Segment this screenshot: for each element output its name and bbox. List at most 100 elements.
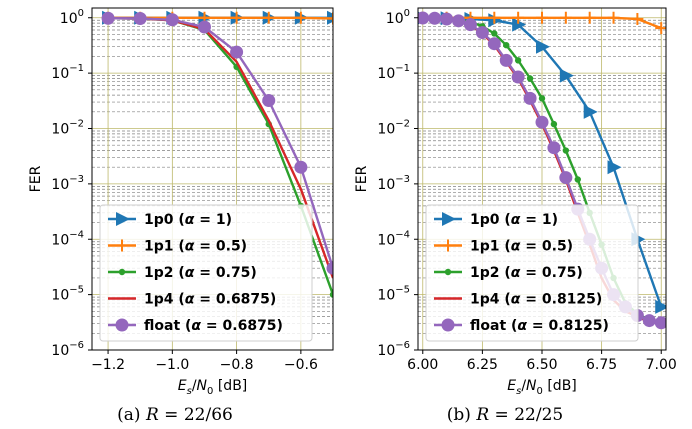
y-tick-label: 10−1 [377,63,410,82]
y-tick-label: 10−6 [377,340,410,359]
x-axis-label-part: s [187,386,192,397]
y-tick-exponent: −5 [69,285,84,296]
legend-label-main: 1p4 ( [470,292,511,308]
data-point-4-1 [133,11,147,25]
data-point-1-3 [488,11,501,24]
y-tick-exponent: −3 [395,174,410,185]
legend-item: 1p4 (α = 0.8125) [434,292,602,308]
subfigure-caption: (a) R = 22/66 [117,405,233,425]
data-point-0-7 [583,104,598,119]
caption-tag: (b) [447,405,477,425]
data-point-1-6 [294,11,307,24]
legend-label: 1p1 (α = 0.5) [470,239,573,255]
legend-label-main: 1p1 ( [144,239,185,255]
x-tick-label: 6.00 [407,357,438,373]
x-tick-label: −0.8 [220,357,254,373]
y-tick-exponent: −2 [69,119,84,130]
data-point-4-7 [326,261,333,275]
legend-box [99,204,313,342]
y-axis-label: FER [28,165,44,192]
x-axis-label-part: [dB] [543,378,577,394]
x-axis-label-part: s [516,386,521,397]
y-tick-base: 10 [377,66,395,82]
legend-item: 1p0 (α = 1) [108,212,232,228]
x-axis-label: Es/N0 [dB] [507,378,577,397]
legend-label-main: 1p0 ( [144,212,185,228]
legend-label-alpha: α [185,292,195,308]
legend-label-alpha: α [511,239,521,255]
data-point-4-6 [487,37,501,51]
caption-value: = 22/25 [489,405,563,425]
data-point-2-7 [503,41,510,49]
legend-marker [442,239,454,252]
data-point-4-12 [559,171,573,185]
legend-marker [115,318,129,332]
y-tick-exponent: −4 [69,229,84,240]
data-point-4-3 [452,14,466,28]
data-point-4-7 [499,53,513,67]
data-point-2-9 [526,75,534,82]
data-point-4-3 [197,20,211,34]
legend-label-main: 1p2 ( [470,265,511,281]
y-tick-label: 10−5 [51,285,84,304]
x-axis-label-part: / [192,378,197,394]
legend-marker [441,318,455,332]
legend-label-main: float ( [470,318,517,334]
legend-item: 1p1 (α = 0.5) [108,239,247,255]
y-tick-exponent: 0 [404,8,410,19]
y-tick-exponent: −6 [395,340,410,351]
legend-box [425,204,639,342]
x-axis-label-part: E [178,378,187,394]
subfigure-caption: (b) R = 22/25 [447,405,563,425]
legend-label-value: = 0.8125) [520,292,602,308]
y-tick-base: 10 [377,122,395,138]
legend-label-value: = 0.75) [194,265,256,281]
series-group [101,10,333,298]
data-point-4-6 [294,160,308,174]
x-axis-label-part: N [197,378,208,394]
legend-label-value: = 1) [194,212,232,228]
data-point-4-11 [547,141,561,155]
y-tick-label: 100 [60,8,84,27]
legend-label-alpha: α [511,212,521,228]
legend-label: 1p2 (α = 0.75) [470,265,583,281]
y-tick-exponent: −5 [395,285,410,296]
legend-label: 1p4 (α = 0.6875) [144,292,276,308]
data-point-0-6 [559,68,574,83]
data-point-1-7 [583,11,596,24]
x-tick-label: 7.00 [646,357,677,373]
data-point-4-10 [535,115,549,129]
caption-tag: (a) [117,405,146,425]
data-point-2-6 [491,30,498,37]
y-tick-label: 10−5 [377,285,410,304]
y-tick-base: 10 [377,232,395,248]
data-point-1-9 [631,12,644,25]
data-point-2-10 [538,95,546,102]
y-tick-base: 10 [377,343,395,359]
legend-marker [116,212,130,226]
legend-item: float (α = 0.6875) [108,318,283,334]
legend-item: 1p0 (α = 1) [434,212,558,228]
data-point-1-6 [559,11,572,24]
x-axis-label: Es/N0 [dB] [178,378,248,397]
data-point-0-4 [512,17,527,32]
y-tick-exponent: −1 [395,63,410,74]
legend-marker [442,212,456,226]
legend-label-alpha: α [191,318,201,334]
legend-item: 1p2 (α = 0.75) [108,265,257,281]
legend-label-alpha: α [185,212,195,228]
legend-item: 1p4 (α = 0.6875) [108,292,276,308]
data-point-4-5 [475,26,489,40]
legend: 1p0 (α = 1)1p1 (α = 0.5)1p2 (α = 0.75)1p… [99,204,313,342]
y-tick-label: 10−6 [51,340,84,359]
data-point-4-19 [642,314,656,328]
data-point-1-4 [512,11,525,24]
y-tick-base: 10 [51,66,69,82]
y-tick-base: 10 [51,288,69,304]
legend-label-value: = 0.6875) [194,292,276,308]
legend-item: 1p1 (α = 0.5) [434,239,573,255]
data-point-4-4 [463,18,477,32]
data-point-2-7 [329,291,333,298]
